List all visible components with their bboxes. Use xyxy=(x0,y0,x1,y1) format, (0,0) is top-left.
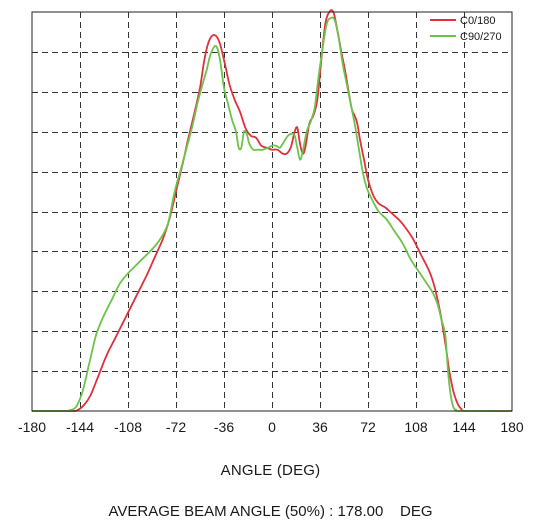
x-tick-label: 0 xyxy=(268,419,276,435)
series-line-c90-270 xyxy=(31,16,513,412)
plot-frame xyxy=(31,11,513,412)
x-tick-label: 108 xyxy=(404,419,428,435)
x-tick-label: -144 xyxy=(66,419,94,435)
x-tick-label: 144 xyxy=(452,419,476,435)
x-tick-label: -180 xyxy=(18,419,46,435)
series-line-c0-180 xyxy=(31,9,513,413)
x-tick-label: 36 xyxy=(312,419,328,435)
x-axis-label: ANGLE (DEG) xyxy=(220,462,321,479)
x-tick-label: 72 xyxy=(360,419,376,435)
legend: C0/180 C90/270 xyxy=(430,15,502,43)
x-tick-label: -72 xyxy=(166,419,186,435)
tick-layer: -180 -144 -108 -72 -36 0 36 72 108 144 180 xyxy=(18,419,524,435)
average-beam-angle-footer: AVERAGE BEAM ANGLE (50%) : 178.00 DEG xyxy=(108,503,433,520)
x-tick-label: -108 xyxy=(114,419,142,435)
legend-label: C90/270 xyxy=(460,31,502,43)
x-tick-label: -36 xyxy=(214,419,234,435)
legend-label: C0/180 xyxy=(460,15,495,27)
grid-layer xyxy=(32,12,512,411)
series-layer xyxy=(31,9,513,413)
x-tick-label: 180 xyxy=(500,419,524,435)
